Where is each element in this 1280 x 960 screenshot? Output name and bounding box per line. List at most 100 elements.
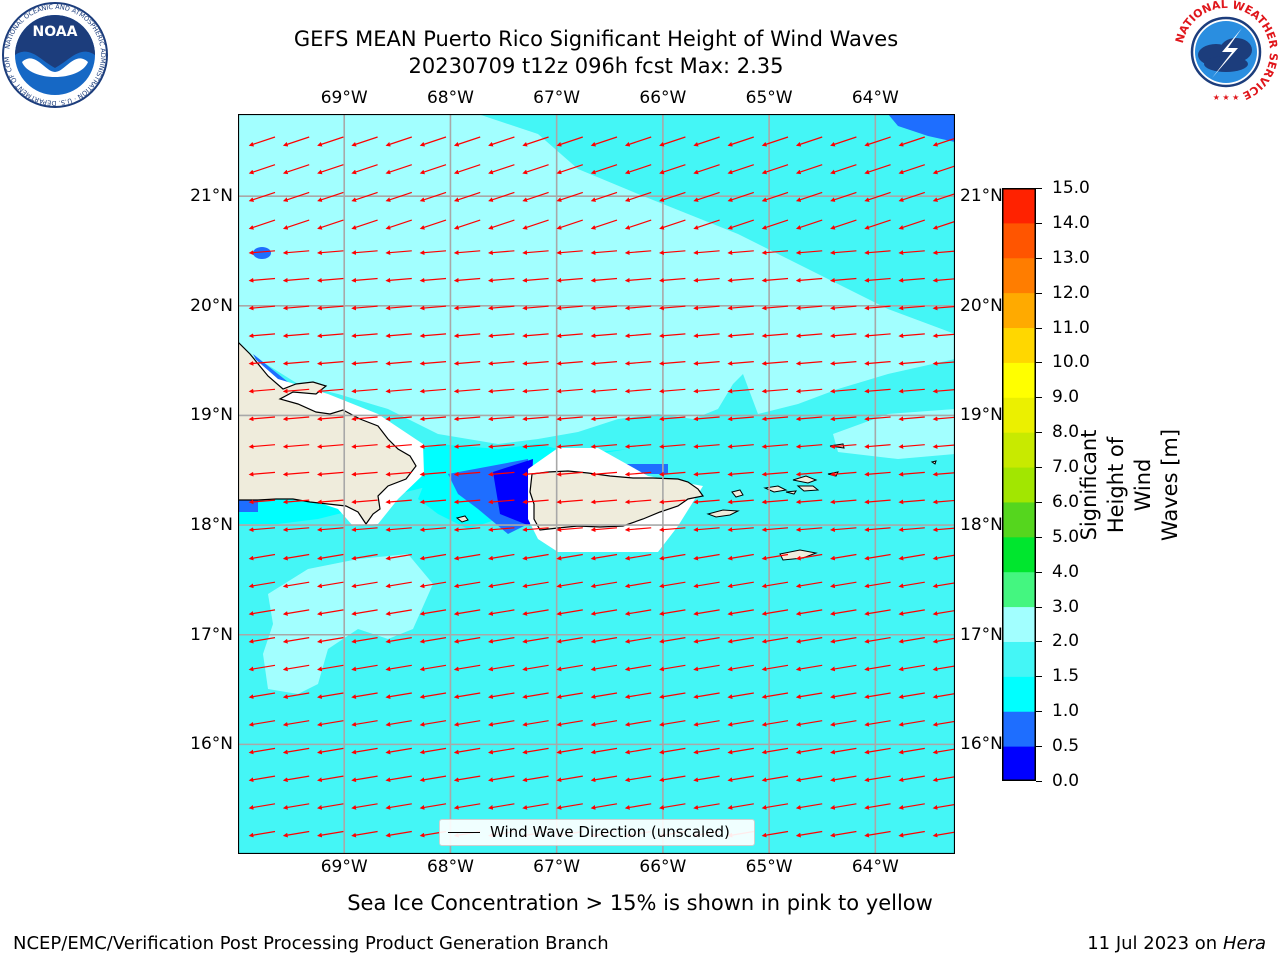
wave-arrow-108 (351, 277, 378, 283)
wave-arrow-379 (282, 637, 310, 644)
wave-arrow-213 (351, 416, 378, 422)
wave-arrow-125 (932, 277, 955, 283)
wave-arrow-200 (624, 388, 652, 394)
colorbar-tick-7: 5.0 (1052, 526, 1080, 547)
wave-arrow-183 (761, 361, 789, 366)
wave-arrow-31 (590, 164, 618, 175)
wave-arrow-92 (522, 250, 549, 255)
wave-arrow-545 (932, 831, 955, 838)
wave-arrow-29 (522, 164, 549, 175)
wave-arrow-349 (693, 581, 720, 589)
colorbar-tick-3: 1.5 (1052, 666, 1080, 687)
wave-arrow-79 (795, 219, 823, 230)
wave-arrow-66 (351, 219, 378, 230)
lon-tick-top-5: 64°W (851, 88, 899, 108)
wave-arrow-131 (419, 305, 447, 311)
wave-arrow-342 (453, 581, 481, 589)
colorbar-tick-mark-9 (1036, 467, 1042, 469)
lat-tick-right-0: 21°N (960, 186, 1003, 207)
wave-arrow-372 (761, 609, 789, 616)
wave-arrow-123 (864, 277, 891, 283)
wave-arrow-106 (282, 277, 310, 283)
wave-arrow-273 (248, 499, 276, 505)
wave-arrow-236 (419, 444, 447, 449)
wave-arrow-95 (624, 250, 652, 255)
wave-arrow-206 (830, 388, 857, 394)
wave-arrow-462 (248, 747, 276, 755)
wave-arrow-540 (761, 830, 789, 838)
wave-arrow-319 (385, 553, 412, 561)
wave-arrow-256 (385, 471, 412, 477)
wave-arrow-233 (317, 444, 344, 449)
land-st-croix (779, 549, 818, 561)
wave-arrow-19 (898, 136, 925, 147)
wave-arrow-285 (659, 499, 686, 505)
wave-arrow-68 (419, 219, 447, 230)
wave-arrow-326 (624, 553, 652, 561)
wave-arrow-217 (488, 416, 515, 422)
wave-arrow-111 (453, 277, 481, 283)
wave-arrow-341 (419, 581, 447, 589)
wave-arrow-436 (795, 692, 823, 699)
wave-arrow-416 (830, 664, 857, 672)
wave-arrow-129 (351, 305, 378, 311)
wave-arrow-187 (898, 361, 925, 366)
wave-arrow-476 (727, 747, 754, 755)
wave-arrow-228 (864, 416, 891, 422)
wave-arrow-306 (659, 527, 686, 532)
wave-arrow-528 (351, 830, 378, 838)
wave-arrow-113 (522, 277, 549, 283)
wave-arrow-185 (830, 361, 857, 366)
wave-arrow-261 (556, 471, 583, 477)
wave-band-2-3m-south (263, 554, 433, 694)
wave-arrow-12 (659, 136, 686, 147)
wave-arrow-400 (282, 664, 310, 672)
wave-arrow-169 (282, 361, 310, 366)
wave-arrow-196 (488, 388, 515, 394)
wave-arrow-44 (317, 191, 344, 202)
wave-arrow-85 (282, 250, 310, 255)
wave-arrow-510 (453, 803, 481, 810)
wave-arrow-141 (761, 305, 789, 311)
wave-arrow-490 (488, 775, 515, 783)
wave-arrow-362 (419, 609, 447, 616)
wave-arrow-397 (898, 637, 925, 644)
colorbar-segment-3 (1002, 641, 1036, 677)
wave-arrow-323 (522, 553, 549, 561)
wave-arrow-127 (282, 305, 310, 311)
colorbar-tick-5: 3.0 (1052, 596, 1080, 617)
wave-arrow-454 (693, 720, 720, 727)
wave-arrow-428 (522, 692, 549, 699)
lat-tick-right-4: 17°N (960, 624, 1003, 645)
wave-arrow-509 (419, 803, 447, 810)
wave-arrow-442 (282, 720, 310, 727)
wave-arrow-94 (590, 250, 618, 255)
colorbar-tick-mark-3 (1036, 676, 1042, 678)
wave-arrow-223 (693, 416, 720, 422)
wave-arrow-427 (488, 692, 515, 699)
wave-band-2-3m-east (833, 409, 955, 459)
colorbar-tick-mark-2 (1036, 711, 1042, 713)
wave-arrow-404 (419, 664, 447, 672)
wave-arrow-17 (830, 136, 857, 147)
wave-arrow-403 (385, 664, 412, 672)
wave-arrow-348 (659, 581, 686, 589)
colorbar-tick-12: 10.0 (1052, 352, 1090, 373)
wave-arrow-211 (282, 416, 310, 422)
wave-arrow-264 (659, 471, 686, 477)
wave-arrow-423 (351, 692, 378, 699)
lon-tick-top-4: 65°W (745, 88, 793, 108)
wave-arrow-493 (590, 775, 618, 783)
wave-arrow-241 (590, 444, 618, 449)
wave-arrow-426 (453, 692, 481, 699)
wave-arrow-105 (248, 277, 276, 283)
wave-arrow-369 (659, 609, 686, 616)
wave-arrow-542 (830, 830, 857, 838)
wave-arrow-347 (624, 581, 652, 589)
wave-arrow-544 (898, 830, 925, 838)
wave-arrow-34 (693, 164, 720, 175)
wave-arrow-293 (932, 499, 955, 505)
wave-arrow-356 (932, 582, 955, 589)
wave-arrow-168 (248, 361, 276, 366)
colorbar-tick-mark-8 (1036, 501, 1042, 503)
